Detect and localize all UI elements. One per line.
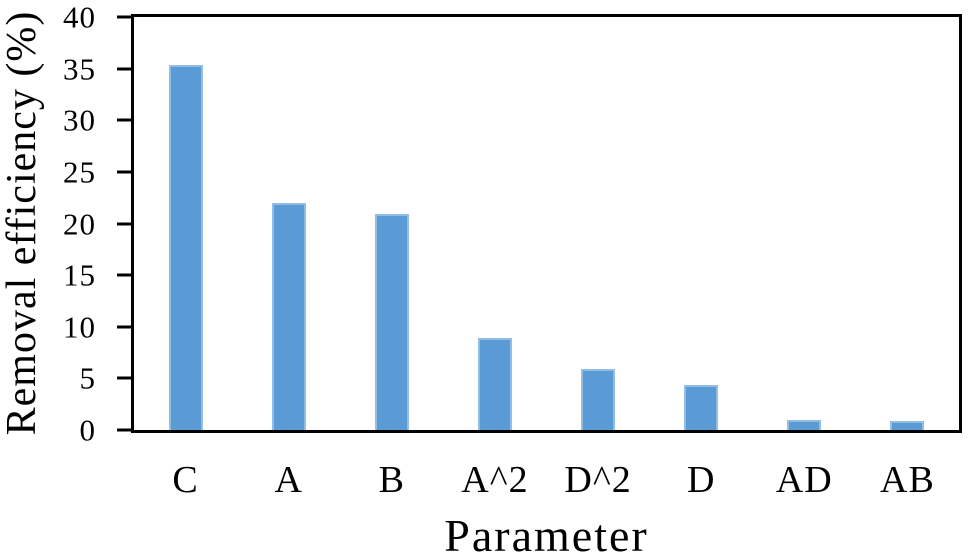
y-tick-label: 10 — [63, 309, 96, 345]
y-tick-label: 20 — [63, 206, 96, 241]
bar-series — [134, 17, 959, 430]
x-category-label: A^2 — [461, 459, 529, 501]
y-tick-mark — [117, 222, 131, 225]
bar-D^2 — [581, 369, 616, 430]
x-axis-category-labels: C A B A^2 D^2 D AD AB — [134, 457, 959, 503]
x-category-label: D^2 — [564, 459, 632, 501]
bar-D — [684, 384, 719, 430]
x-category-label: A — [274, 459, 303, 501]
bar-slot — [547, 17, 650, 430]
x-category-label: AD — [775, 459, 833, 501]
y-tick-label: 25 — [63, 154, 96, 190]
x-category-label: B — [378, 459, 405, 501]
y-tick-mark — [117, 273, 131, 277]
x-category-label: D — [686, 459, 716, 501]
bar-slot — [856, 17, 959, 430]
y-tick-mark — [117, 325, 131, 329]
x-axis-title: Parameter — [444, 510, 649, 559]
x-category-label: AB — [880, 459, 935, 501]
y-tick-mark — [117, 376, 131, 380]
y-tick-label: 35 — [63, 51, 96, 87]
bar-A — [271, 202, 306, 430]
y-tick-label: 30 — [63, 102, 96, 138]
bar-slot — [340, 17, 443, 430]
bar-slot — [237, 17, 340, 430]
y-tick-mark — [117, 15, 131, 19]
y-tick-label: 0 — [79, 412, 96, 448]
y-tick-mark — [117, 67, 131, 71]
y-tick-label: 15 — [63, 257, 96, 293]
x-category-label: C — [172, 459, 199, 501]
plot-area — [117, 14, 962, 433]
bar-AD — [787, 419, 822, 430]
y-tick-mark — [117, 428, 131, 432]
bar-slot — [650, 17, 753, 430]
y-axis-tick-labels: 0 5 10 15 20 25 30 35 40 — [0, 2, 96, 446]
y-tick-label: 5 — [79, 360, 96, 396]
bar-C — [168, 64, 203, 430]
bar-slot — [134, 17, 237, 430]
bar-A^2 — [477, 338, 512, 430]
y-tick-mark — [117, 170, 131, 174]
y-tick-mark — [117, 118, 131, 122]
bar-slot — [443, 17, 546, 430]
bar-B — [374, 214, 409, 430]
bar-slot — [753, 17, 856, 430]
bar-AB — [890, 420, 925, 430]
y-tick-label: 40 — [63, 0, 96, 35]
